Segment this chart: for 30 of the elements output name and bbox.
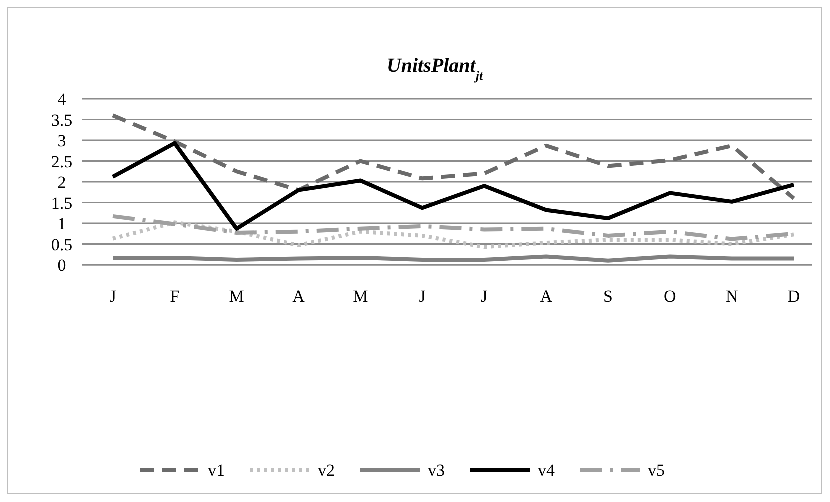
x-tick-label: S (604, 287, 614, 306)
legend-label: v1 (208, 461, 225, 480)
line-series (111, 141, 796, 231)
line-series (111, 114, 796, 201)
x-tick-label: O (664, 287, 676, 306)
x-tick-label: J (110, 287, 117, 306)
y-tick-label: 1 (58, 214, 66, 234)
y-tick-label: 2 (58, 173, 66, 192)
y-tick-label: 0.5 (51, 235, 73, 254)
y-tick-label: 3 (58, 132, 66, 150)
legend-label: v4 (538, 461, 556, 480)
line-series (111, 220, 796, 250)
x-tick-label: N (726, 287, 738, 306)
y-tick-label: 2.5 (51, 152, 73, 172)
chart-title: UnitsPlant$_{jt}$ (386, 55, 484, 82)
x-tick-label: A (540, 287, 554, 306)
x-tick-label: M (353, 287, 368, 306)
legend-label: v5 (648, 461, 665, 480)
x-tick-label: F (170, 287, 180, 306)
x-tick-label: J (419, 287, 426, 306)
x-tick-label: J (481, 287, 488, 306)
x-tick-label: A (292, 287, 306, 306)
y-tick-label: 1.5 (51, 194, 73, 213)
y-tick-label: 4 (58, 90, 67, 109)
legend-label: v2 (318, 461, 335, 480)
legend-label: v3 (428, 461, 445, 480)
y-tick-label: 0 (58, 256, 66, 275)
x-tick-label: M (229, 287, 244, 306)
y-tick-label: 3.5 (51, 110, 73, 130)
x-tick-label: D (788, 287, 800, 306)
